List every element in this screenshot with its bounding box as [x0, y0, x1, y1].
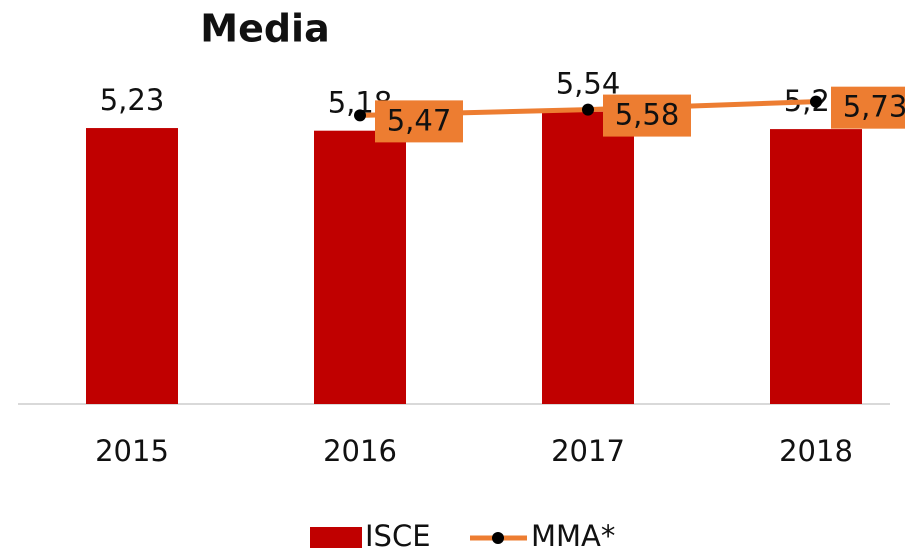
label-box	[831, 86, 905, 129]
bar	[770, 129, 862, 404]
line-value-label: 5,47	[387, 103, 452, 137]
line-value-label: 5,73	[843, 90, 905, 124]
line-point	[582, 103, 594, 116]
bar	[86, 128, 178, 404]
x-tick-label: 2016	[323, 434, 397, 468]
x-tick-label: 2017	[551, 434, 625, 468]
line-value-label: 5,58	[615, 98, 680, 132]
x-tick-label: 2015	[95, 434, 169, 468]
x-tick-label: 2018	[779, 434, 853, 468]
legend-swatch	[310, 527, 362, 548]
label-box	[375, 100, 463, 143]
line-point	[354, 109, 366, 122]
bar	[314, 130, 406, 405]
legend-swatch	[492, 532, 504, 544]
bar	[542, 111, 634, 404]
line-point	[810, 95, 822, 108]
legend-label: ISCE	[365, 519, 431, 550]
chart-title: Media	[200, 7, 329, 51]
label-box	[603, 94, 691, 137]
legend-label: MMA*	[531, 519, 615, 550]
bar-value-label: 5,23	[100, 83, 165, 117]
